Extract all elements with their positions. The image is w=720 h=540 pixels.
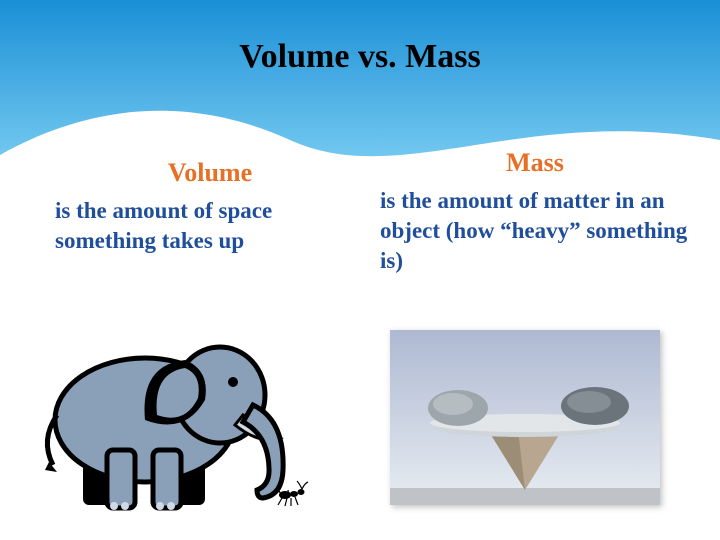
column-mass: Mass is the amount of matter in an objec… <box>380 148 690 276</box>
definition-volume: is the amount of space something takes u… <box>55 196 365 256</box>
definition-mass: is the amount of matter in an object (ho… <box>380 186 690 276</box>
slide-title: Volume vs. Mass <box>0 38 720 76</box>
illustration-balanced-stones <box>390 330 660 505</box>
heading-mass: Mass <box>380 148 690 178</box>
illustration-elephant-ant <box>35 310 315 520</box>
column-volume: Volume is the amount of space something … <box>55 158 365 256</box>
heading-volume: Volume <box>55 158 365 188</box>
